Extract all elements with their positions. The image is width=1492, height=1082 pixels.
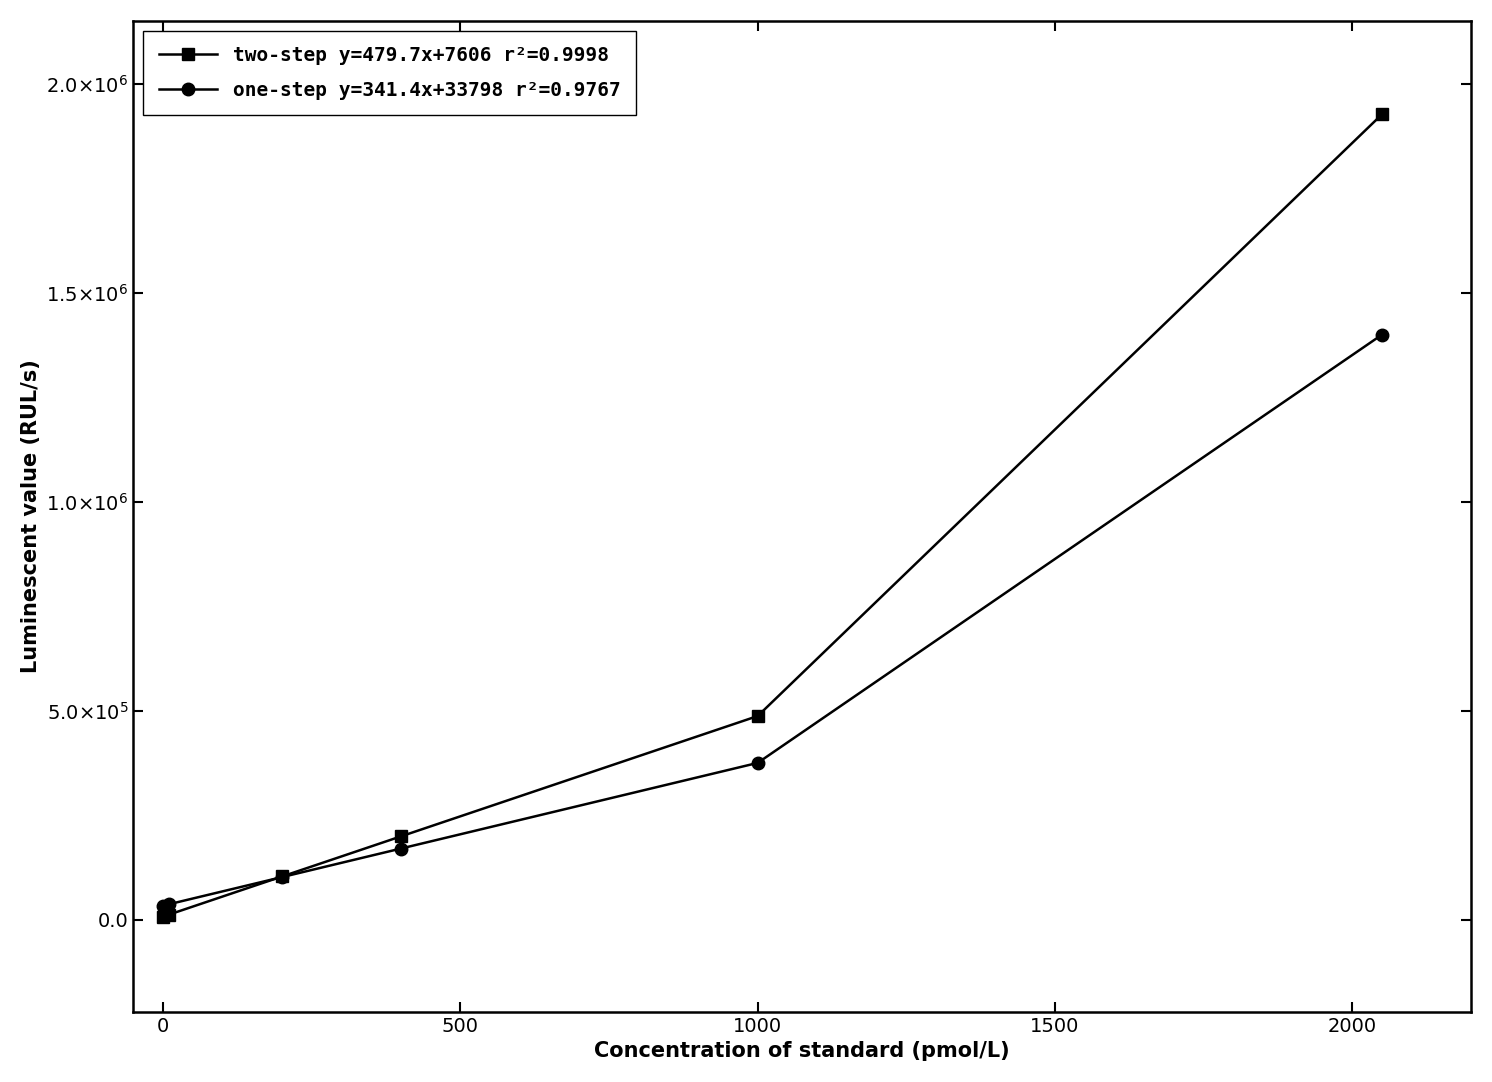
Legend: two-step y=479.7x+7606 r²=0.9998, one-step y=341.4x+33798 r²=0.9767: two-step y=479.7x+7606 r²=0.9998, one-st… xyxy=(143,30,636,115)
one-step y=341.4x+33798 r²=0.9767 xyxy=(749,756,767,769)
two-step y=479.7x+7606 r²=0.9998 xyxy=(160,908,178,921)
two-step y=479.7x+7606 r²=0.9998 xyxy=(154,910,172,923)
one-step y=341.4x+33798 r²=0.9767 xyxy=(154,899,172,912)
two-step y=479.7x+7606 r²=0.9998 xyxy=(392,830,410,843)
Y-axis label: Luminescent value (RUL/s): Luminescent value (RUL/s) xyxy=(21,359,40,673)
one-step y=341.4x+33798 r²=0.9767 xyxy=(160,898,178,911)
one-step y=341.4x+33798 r²=0.9767 xyxy=(273,871,291,884)
one-step y=341.4x+33798 r²=0.9767 xyxy=(392,842,410,855)
Line: two-step y=479.7x+7606 r²=0.9998: two-step y=479.7x+7606 r²=0.9998 xyxy=(157,108,1388,923)
two-step y=479.7x+7606 r²=0.9998 xyxy=(273,870,291,883)
two-step y=479.7x+7606 r²=0.9998 xyxy=(749,710,767,723)
two-step y=479.7x+7606 r²=0.9998 xyxy=(1373,108,1391,121)
X-axis label: Concentration of standard (pmol/L): Concentration of standard (pmol/L) xyxy=(594,1041,1010,1061)
Line: one-step y=341.4x+33798 r²=0.9767: one-step y=341.4x+33798 r²=0.9767 xyxy=(157,329,1388,912)
one-step y=341.4x+33798 r²=0.9767 xyxy=(1373,328,1391,341)
